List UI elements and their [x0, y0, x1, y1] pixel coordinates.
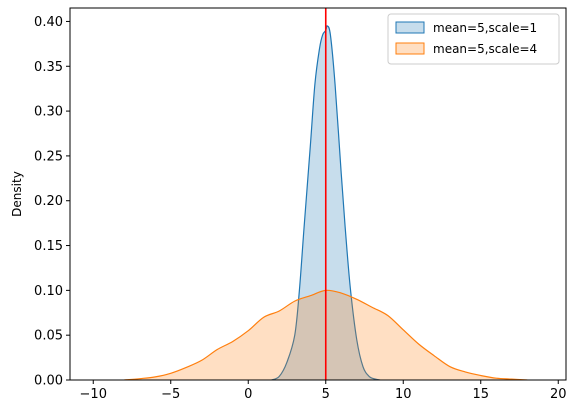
series-1-line	[271, 25, 381, 380]
x-tick-label: −5	[161, 387, 180, 402]
y-axis-label: Density	[10, 171, 24, 217]
y-tick-label: 0.35	[34, 60, 63, 75]
plot-frame	[69, 7, 567, 381]
x-tick-label: 20	[550, 387, 567, 402]
plot-area	[124, 8, 528, 380]
x-tick-label: 10	[395, 387, 412, 402]
y-tick-label: 0.25	[34, 149, 63, 164]
x-tick-label: −10	[80, 387, 107, 402]
y-tick-label: 0.30	[34, 105, 63, 120]
legend-swatch-2	[395, 42, 425, 55]
legend-swatch-1	[395, 21, 425, 34]
legend-label-2: mean=5,scale=4	[433, 42, 537, 56]
x-tick-label: 0	[244, 387, 252, 402]
x-tick-label: 5	[322, 387, 330, 402]
y-tick-label: 0.20	[34, 194, 63, 209]
legend-label-1: mean=5,scale=1	[433, 21, 537, 35]
x-axis: −10 −5 0 5 10 15 20	[80, 380, 567, 402]
y-axis: 0.00 0.05 0.10 0.15 0.20 0.25 0.30 0.35 0.40	[34, 15, 70, 389]
x-tick-label: 15	[472, 387, 489, 402]
y-tick-label: 0.10	[34, 284, 63, 299]
y-tick-label: 0.40	[34, 15, 63, 30]
y-tick-label: 0.15	[34, 239, 63, 254]
y-tick-label: 0.00	[34, 374, 63, 389]
y-tick-label: 0.05	[34, 329, 63, 344]
legend: mean=5,scale=1 mean=5,scale=4	[387, 13, 560, 65]
legend-box	[387, 13, 560, 65]
